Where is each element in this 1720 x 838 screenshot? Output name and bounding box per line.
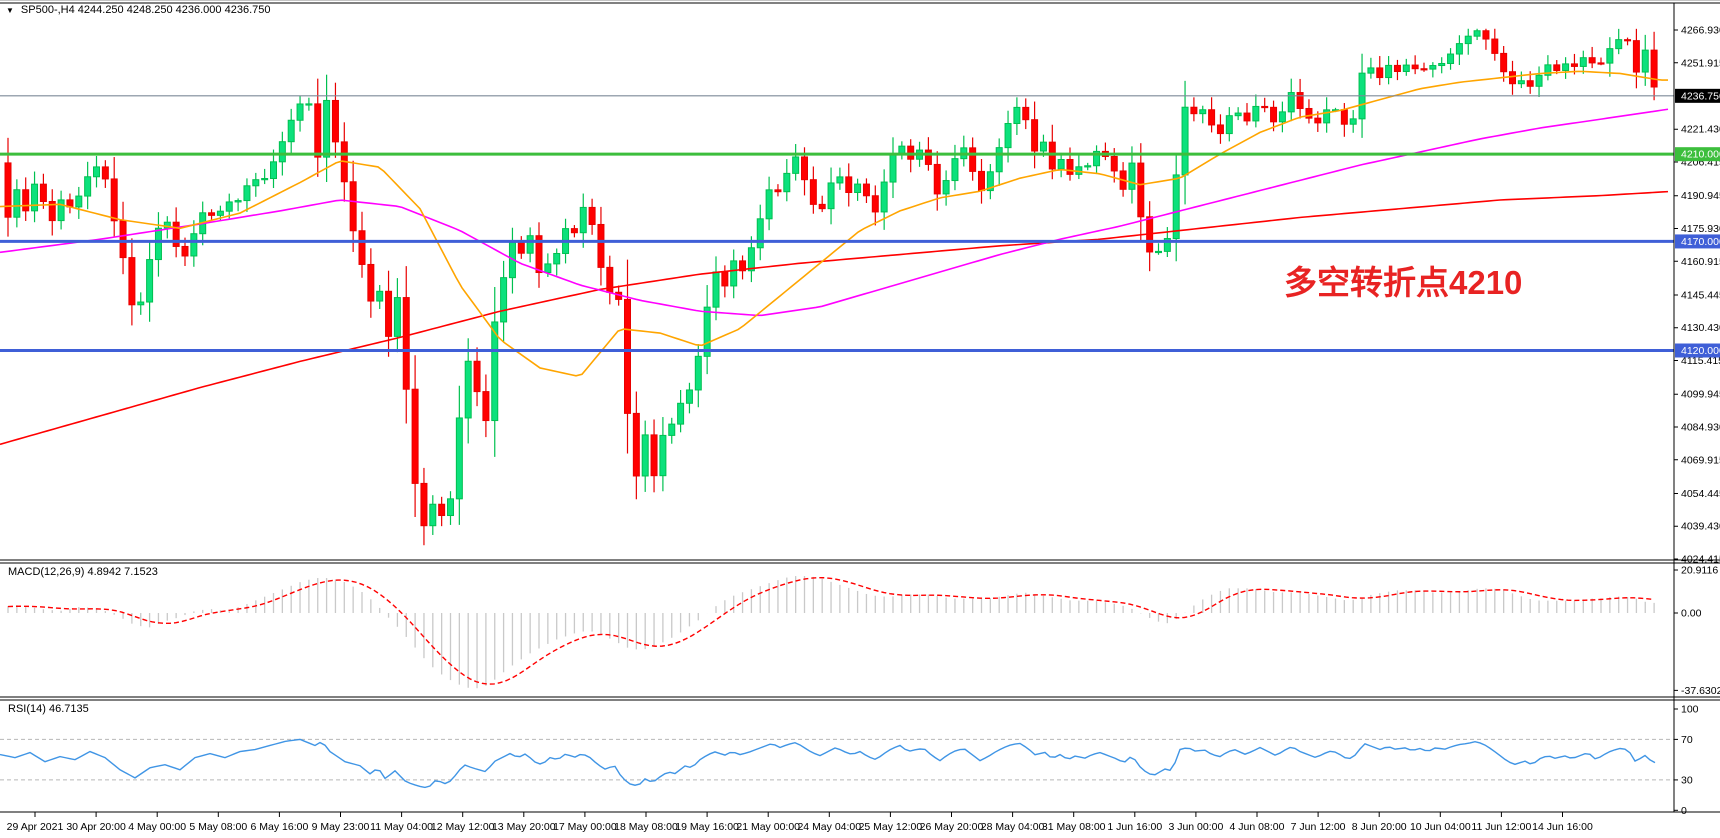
svg-text:9 May 23:00: 9 May 23:00 [312, 821, 370, 833]
svg-text:13 May 20:00: 13 May 20:00 [492, 821, 556, 833]
time-axis[interactable] [0, 812, 1720, 838]
svg-text:70: 70 [1681, 734, 1693, 746]
svg-text:4221.430: 4221.430 [1681, 124, 1720, 136]
svg-text:30: 30 [1681, 774, 1693, 786]
svg-text:10 Jun 04:00: 10 Jun 04:00 [1410, 821, 1471, 833]
symbol-dropdown-icon[interactable]: ▼ [6, 5, 14, 15]
svg-text:5 May 08:00: 5 May 08:00 [189, 821, 247, 833]
svg-text:4190.945: 4190.945 [1681, 190, 1720, 202]
svg-text:4160.915: 4160.915 [1681, 256, 1720, 268]
svg-text:4099.945: 4099.945 [1681, 389, 1720, 401]
svg-text:3 Jun 00:00: 3 Jun 00:00 [1168, 821, 1223, 833]
svg-text:19 May 16:00: 19 May 16:00 [675, 821, 739, 833]
svg-text:100: 100 [1681, 704, 1699, 716]
svg-text:1 Jun 16:00: 1 Jun 16:00 [1107, 821, 1162, 833]
svg-text:4251.915: 4251.915 [1681, 57, 1720, 69]
svg-text:4039.430: 4039.430 [1681, 521, 1720, 533]
svg-text:4 Jun 08:00: 4 Jun 08:00 [1230, 821, 1285, 833]
svg-text:7 Jun 12:00: 7 Jun 12:00 [1291, 821, 1346, 833]
svg-text:4175.930: 4175.930 [1681, 223, 1720, 235]
svg-text:18 May 08:00: 18 May 08:00 [614, 821, 678, 833]
svg-text:11 Jun 12:00: 11 Jun 12:00 [1471, 821, 1531, 833]
svg-text:4210.000: 4210.000 [1681, 149, 1720, 161]
svg-text:26 May 20:00: 26 May 20:00 [920, 821, 984, 833]
chart-title-text: SP500-,H4 4244.250 4248.250 4236.000 423… [20, 4, 271, 16]
svg-text:8 Jun 20:00: 8 Jun 20:00 [1352, 821, 1407, 833]
svg-text:4069.915: 4069.915 [1681, 454, 1720, 466]
svg-text:11 May 04:00: 11 May 04:00 [370, 821, 433, 833]
svg-text:14 Jun 16:00: 14 Jun 16:00 [1532, 821, 1593, 833]
svg-text:29 Apr 2021: 29 Apr 2021 [7, 821, 64, 833]
svg-text:4145.445: 4145.445 [1681, 289, 1720, 301]
svg-text:4054.445: 4054.445 [1681, 488, 1720, 500]
svg-text:30 Apr 20:00: 30 Apr 20:00 [66, 821, 126, 833]
svg-text:4130.430: 4130.430 [1681, 322, 1720, 334]
svg-text:4170.000: 4170.000 [1681, 236, 1720, 248]
svg-text:-37.6302: -37.6302 [1681, 685, 1720, 697]
svg-text:4266.930: 4266.930 [1681, 25, 1720, 37]
svg-text:6 May 16:00: 6 May 16:00 [251, 821, 309, 833]
svg-text:4115.415: 4115.415 [1681, 355, 1720, 367]
rsi-indicator-label: RSI(14) 46.7135 [8, 703, 89, 715]
svg-text:31 May 08:00: 31 May 08:00 [1042, 821, 1106, 833]
svg-text:21 May 00:00: 21 May 00:00 [736, 821, 800, 833]
svg-text:20.9116: 20.9116 [1681, 565, 1718, 577]
svg-text:4 May 00:00: 4 May 00:00 [128, 821, 186, 833]
svg-text:4084.930: 4084.930 [1681, 421, 1720, 433]
svg-text:0.00: 0.00 [1681, 608, 1702, 620]
ohlc-readout: ▼ SP500-,H4 4244.250 4248.250 4236.000 4… [6, 4, 270, 16]
svg-text:4236.750: 4236.750 [1681, 90, 1720, 102]
price-axis[interactable] [1674, 3, 1720, 812]
svg-text:28 May 04:00: 28 May 04:00 [981, 821, 1045, 833]
svg-text:25 May 12:00: 25 May 12:00 [859, 821, 923, 833]
svg-text:4120.000: 4120.000 [1681, 345, 1720, 357]
svg-text:17 May 00:00: 17 May 00:00 [553, 821, 617, 833]
macd-indicator-label: MACD(12,26,9) 4.8942 7.1523 [8, 566, 158, 578]
svg-text:0: 0 [1681, 805, 1687, 817]
svg-text:12 May 12:00: 12 May 12:00 [431, 821, 495, 833]
svg-text:24 May 04:00: 24 May 04:00 [797, 821, 861, 833]
annotation-text[interactable]: 多空转折点4210 [1284, 264, 1523, 301]
